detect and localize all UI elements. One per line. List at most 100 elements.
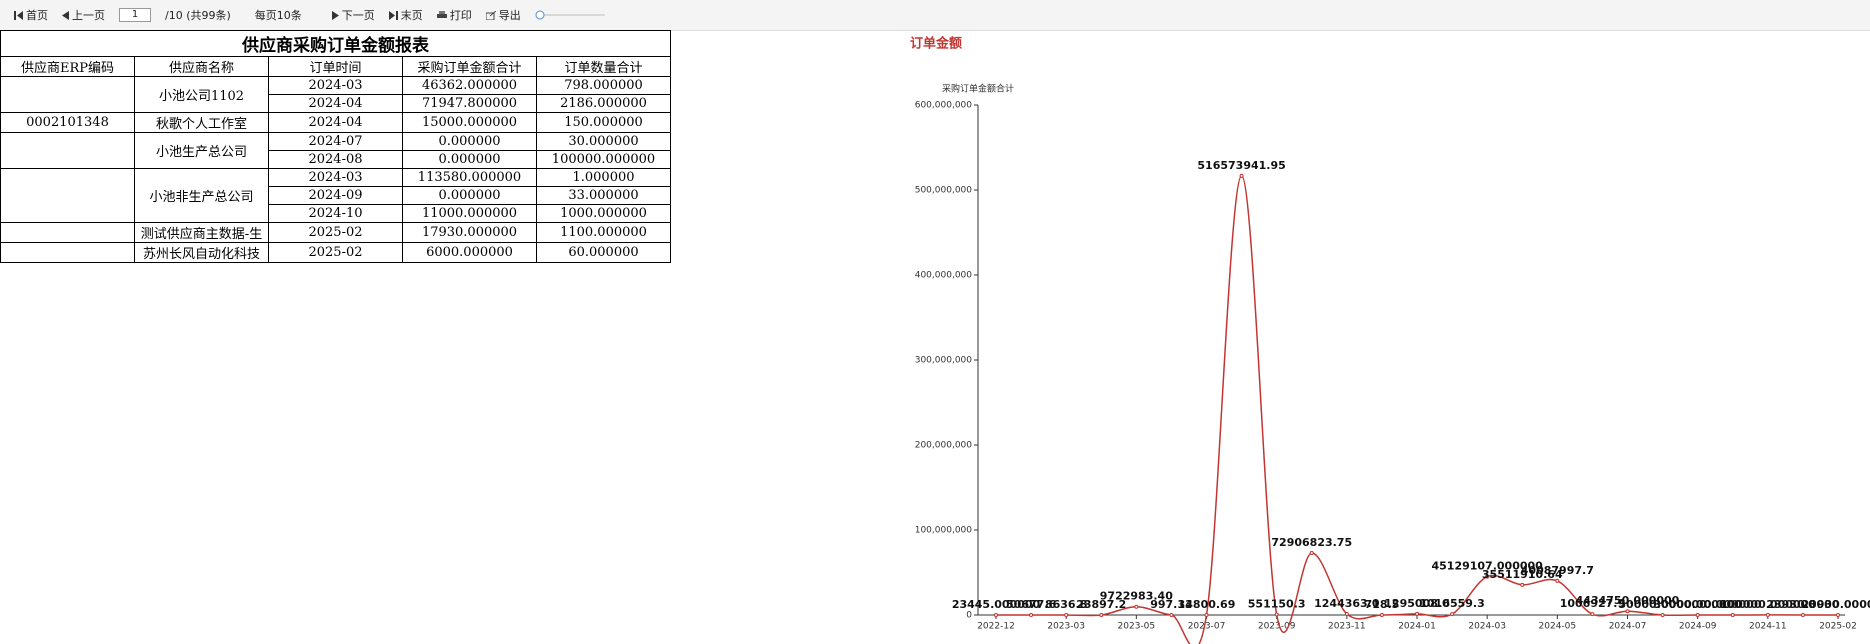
point xyxy=(1590,612,1595,617)
point xyxy=(1309,551,1314,556)
supplier-cell: 小池生产总公司 xyxy=(134,132,269,169)
cell: 2024-04 xyxy=(268,112,403,133)
cell: 798.000000 xyxy=(536,76,671,95)
supplier-cell: 小池非生产总公司 xyxy=(134,168,269,223)
data-label: 23897.2 xyxy=(1076,598,1126,611)
point xyxy=(1274,612,1279,617)
x-tick-label: 2022-12 xyxy=(977,622,1015,632)
cell: 1100.000000 xyxy=(536,222,671,243)
point xyxy=(1660,612,1665,617)
y-tick-label: 200,000,000 xyxy=(915,441,973,451)
x-tick-label: 2024-11 xyxy=(1749,622,1787,632)
cell: 2024-03 xyxy=(268,168,403,187)
point xyxy=(1134,604,1139,609)
supplier-cell: 苏州长风自动化科技 xyxy=(134,242,269,263)
data-label: 23445.000000 xyxy=(952,598,1041,611)
row: 2024-09 0.000000 33.000000 xyxy=(1,186,671,205)
point xyxy=(1625,609,1630,614)
data-label: 35511910.64 xyxy=(1482,568,1563,581)
data-label: 8636.8 xyxy=(1045,598,1087,611)
x-tick-label: 2024-05 xyxy=(1539,622,1577,632)
next-button[interactable]: 下一页 xyxy=(331,7,375,23)
last-button[interactable]: 末页 xyxy=(388,7,423,23)
cell: 1.000000 xyxy=(536,168,671,187)
line xyxy=(995,175,1839,644)
page-size[interactable]: 每页10条 xyxy=(254,9,302,22)
data-label: 34800.69 xyxy=(1178,598,1236,611)
label: 下一页 xyxy=(341,9,375,22)
data-label: 40087997.7 xyxy=(1521,564,1594,577)
y-tick-label: 300,000,000 xyxy=(915,356,973,366)
label: 上一页 xyxy=(72,9,105,22)
point xyxy=(1730,613,1735,617)
x-tick-label: 2023-05 xyxy=(1118,622,1156,632)
data-label: 1016559.3 xyxy=(1419,597,1484,610)
first-button[interactable]: 首页 xyxy=(14,7,48,23)
print-button[interactable]: 打印 xyxy=(436,7,472,23)
point xyxy=(994,612,998,617)
y-tick-label: 100,000,000 xyxy=(915,526,973,536)
cell: 6000.000000 xyxy=(402,242,537,263)
y-tick-label: 0 xyxy=(966,611,972,621)
label: 导出 xyxy=(498,9,521,22)
data-label: 1006927.9 xyxy=(1560,597,1625,610)
row: 苏州长风自动化科技 2025-02 6000.000000 60.000000 xyxy=(0,242,671,263)
point xyxy=(1836,612,1840,617)
toolbar: 首页 上一页 1 /10 (共99条) 每页10条 下一页 末页 打印 导出 xyxy=(0,0,1870,31)
header-cell: 订单数量合计 xyxy=(536,56,671,77)
x-tick-label: 2025-02 xyxy=(1819,622,1857,632)
x-tick-label: 2024-09 xyxy=(1679,622,1717,632)
data-label: 1295008.0 xyxy=(1384,597,1450,610)
data-label: 9722983.40 xyxy=(1100,590,1173,603)
row: 2024-08 0.000000 100000.000000 xyxy=(1,150,671,169)
point xyxy=(1555,578,1560,583)
input[interactable]: 1 xyxy=(119,8,151,22)
page-info: /10 (共99条) xyxy=(165,9,231,22)
supplier-cell: 小池公司1102 xyxy=(134,76,269,113)
x-tick-label: 2024-01 xyxy=(1398,622,1436,632)
report-table: 供应商采购订单金额报表 供应商ERP编码 供应商名称 订单时间 采购订单金额合计 订单数量… xyxy=(0,30,671,263)
x-tick-label: 2024-07 xyxy=(1609,622,1647,632)
point xyxy=(1765,612,1770,617)
x-tick-label: 2023-07 xyxy=(1188,622,1226,632)
point xyxy=(1064,612,1069,617)
x-tick-label: 2023-11 xyxy=(1328,622,1366,632)
cell: 30.000000 xyxy=(536,132,671,151)
y-tick-label: 600,000,000 xyxy=(915,101,973,111)
data-label: 100000.000000 xyxy=(1720,598,1816,611)
data-label: 997.13 xyxy=(1150,598,1192,611)
point xyxy=(1029,612,1034,617)
point xyxy=(1800,612,1805,617)
page-input[interactable]: 1 xyxy=(119,8,151,22)
row: 0002101348 秋歌个人工作室 2024-04 15000.000000 150.… xyxy=(0,112,671,133)
export-button[interactable]: 导出 xyxy=(485,7,521,23)
data-label: 23930.0000 xyxy=(1801,598,1870,611)
point xyxy=(1344,611,1349,616)
data-label: 4434750.000000 xyxy=(1576,594,1680,607)
y-tick-label: 400,000,000 xyxy=(915,271,973,281)
zoom-slider[interactable] xyxy=(535,9,607,21)
row: 测试供应商主数据-生 2025-02 17930.000000 1100.000000 xyxy=(0,222,671,243)
x-tick-label: 2023-03 xyxy=(1047,622,1085,632)
point xyxy=(1415,611,1419,616)
data-label: 1244363.0 xyxy=(1314,597,1380,610)
point xyxy=(1239,173,1244,178)
prev-button[interactable]: 上一页 xyxy=(62,7,105,23)
data-label: 30000.000000 xyxy=(1653,598,1742,611)
header-cell: 供应商名称 xyxy=(134,56,269,77)
label: 打印 xyxy=(449,9,472,22)
cell: 2186.000000 xyxy=(536,94,671,113)
data-label: 23930.0000 xyxy=(1766,598,1839,611)
data-label: 45129107.000000 xyxy=(1431,560,1543,573)
cell: 2024-10 xyxy=(268,204,403,223)
label: 末页 xyxy=(400,9,423,22)
point xyxy=(1379,612,1384,617)
data-label: 516573941.95 xyxy=(1197,159,1285,172)
data-label: 718.5 xyxy=(1365,598,1400,611)
cell: 60.000000 xyxy=(536,242,671,263)
data-label: 72906823.75 xyxy=(1271,536,1352,549)
row: 供应商ERP编码 供应商名称 订单时间 采购订单金额合计 订单数量合计 xyxy=(0,56,671,77)
point xyxy=(1520,582,1525,587)
